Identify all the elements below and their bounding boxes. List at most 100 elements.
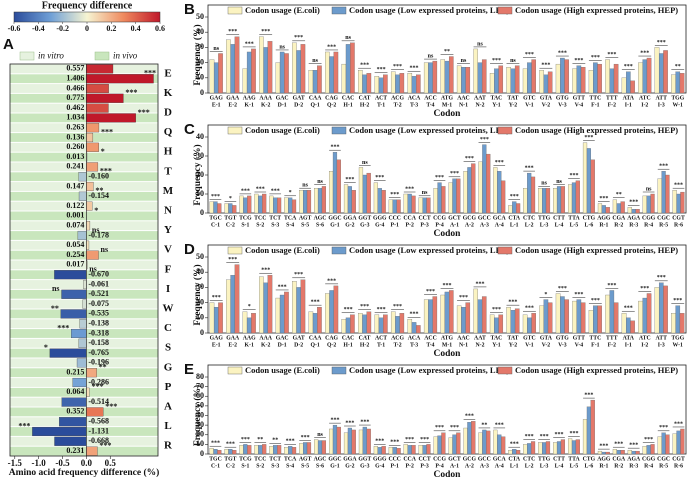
- bar: [638, 300, 643, 334]
- x-tick-label: GAG: [210, 335, 224, 341]
- bar: [381, 190, 386, 214]
- significance: *: [94, 206, 98, 215]
- bar: [317, 307, 322, 334]
- value-label: 0.557: [66, 64, 84, 73]
- bar: [317, 440, 323, 455]
- bar: [418, 197, 423, 214]
- bar: [71, 328, 87, 339]
- legend-swatch: [94, 51, 110, 61]
- x-tick-label: TGT: [224, 215, 236, 221]
- bar: [258, 195, 263, 214]
- significance: **: [51, 304, 59, 313]
- legend-swatch: [331, 366, 347, 375]
- significance: ns: [317, 432, 323, 438]
- bar: [358, 167, 364, 214]
- bar: [78, 191, 87, 201]
- bar: [452, 434, 457, 455]
- bar: [328, 428, 334, 455]
- bar: [478, 161, 483, 214]
- bar: [243, 197, 248, 214]
- bar: [590, 399, 595, 455]
- bar: [332, 152, 338, 214]
- x-tick-label: 0.0: [81, 458, 93, 468]
- significance: ***: [138, 108, 150, 117]
- row-background: [10, 250, 158, 260]
- x-tick-label: TTA: [568, 456, 580, 462]
- x-tick-label: TCG: [239, 456, 252, 462]
- value-label: -0.178: [88, 230, 109, 239]
- bar: [383, 314, 388, 334]
- y-tick-label: 70: [196, 381, 204, 390]
- x-tick-sublabel: Q-2: [327, 342, 336, 348]
- x-tick-sublabel: V-1: [525, 102, 534, 108]
- x-tick-label: GCA: [493, 215, 507, 221]
- x-tick-sublabel: G-2: [345, 222, 354, 228]
- value-label: -0.668: [88, 436, 109, 445]
- bar: [86, 221, 91, 231]
- bar: [213, 449, 218, 455]
- significance: *: [101, 147, 105, 156]
- x-tick-label: AAC: [457, 335, 470, 341]
- bar: [300, 44, 306, 94]
- category-label: Y: [164, 224, 172, 236]
- bar: [345, 44, 351, 94]
- x-tick-label: TGC: [209, 215, 222, 221]
- colorbar-tick-label: -0.2: [56, 24, 69, 33]
- significance: ***: [525, 434, 534, 440]
- bar: [77, 230, 87, 241]
- x-tick-label: GGA: [343, 215, 357, 221]
- significance: ***: [261, 268, 270, 274]
- bar: [471, 421, 476, 455]
- significance: ns: [510, 58, 516, 64]
- bar: [586, 406, 591, 455]
- x-tick-sublabel: F-2: [608, 102, 616, 108]
- panel-letter: A: [3, 36, 14, 53]
- x-tick-sublabel: R-1: [599, 222, 608, 228]
- row-background: [10, 201, 158, 211]
- x-tick-label: GAA: [226, 335, 240, 341]
- x-tick-sublabel: S-6: [316, 463, 324, 469]
- significance: ***: [294, 35, 303, 41]
- value-label: -0.061: [88, 279, 109, 288]
- bar: [564, 59, 569, 94]
- significance: ***: [525, 52, 534, 58]
- x-tick-sublabel: L-5: [570, 463, 579, 469]
- significance: ***: [450, 171, 459, 177]
- x-tick-sublabel: R-4: [644, 222, 653, 228]
- x-tick-label: GCT: [448, 456, 461, 462]
- y-axis-label: Frequency (%): [192, 144, 203, 205]
- x-tick-sublabel: G-4: [375, 222, 384, 228]
- category-label: Q: [164, 126, 173, 138]
- x-tick-sublabel: T-4: [426, 102, 434, 108]
- colorbar-tick-label: -0.4: [32, 24, 45, 33]
- x-tick-sublabel: L-2: [525, 222, 534, 228]
- x-tick-sublabel: I-3: [658, 342, 665, 348]
- significance: ***: [659, 164, 668, 170]
- bar: [631, 209, 636, 214]
- bar: [347, 427, 352, 455]
- bar: [440, 59, 446, 94]
- x-tick-sublabel: P-3: [420, 463, 428, 469]
- x-tick-sublabel: G-1: [330, 463, 339, 469]
- x-tick-label: ACC: [424, 95, 437, 101]
- significance: ***: [450, 425, 459, 431]
- x-tick-sublabel: R-2: [614, 222, 623, 228]
- x-tick-sublabel: L-4: [555, 222, 564, 228]
- bar: [275, 297, 281, 334]
- x-tick-label: CTA: [508, 215, 521, 221]
- significance: ***: [569, 173, 578, 179]
- bar: [555, 293, 561, 334]
- x-tick-sublabel: S-1: [241, 222, 249, 228]
- x-tick-sublabel: Q-2: [327, 102, 336, 108]
- significance: ***: [495, 422, 504, 428]
- bar: [86, 83, 109, 94]
- bar: [362, 314, 367, 334]
- bar: [254, 445, 259, 455]
- bar: [463, 171, 468, 214]
- x-tick-label: TAC: [491, 95, 503, 101]
- significance: ***: [101, 127, 113, 136]
- x-tick-label: CGC: [657, 456, 670, 462]
- bar: [279, 294, 285, 334]
- significance: ***: [525, 165, 534, 171]
